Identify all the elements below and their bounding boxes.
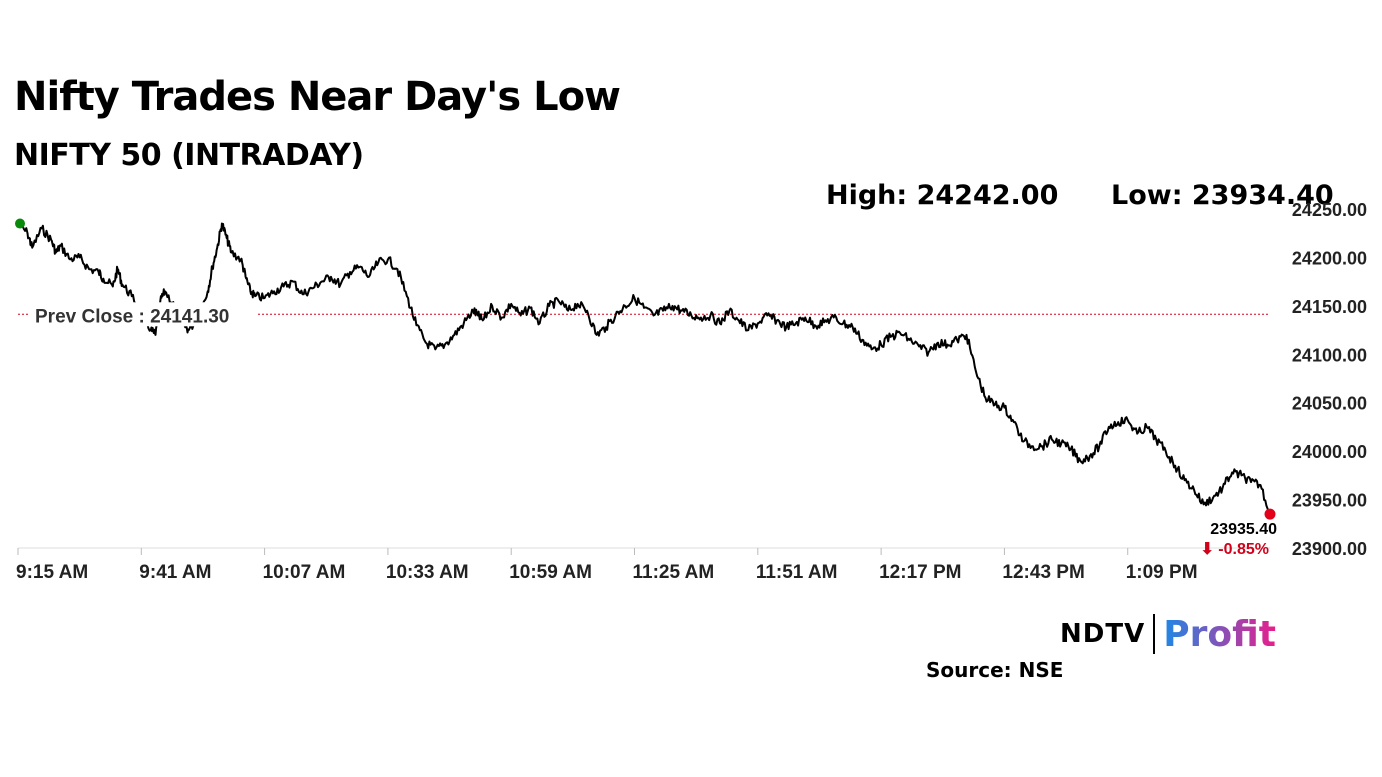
y-tick-label: 23950.00 bbox=[1292, 491, 1367, 511]
x-tick-label: 10:59 AM bbox=[509, 562, 592, 583]
day-low-label: Low: 23934.40 bbox=[1111, 180, 1334, 211]
y-tick-label: 23900.00 bbox=[1292, 539, 1367, 559]
y-tick-label: 24250.00 bbox=[1292, 200, 1367, 220]
start-point-marker bbox=[15, 218, 25, 229]
intraday-chart: 24250.00 24200.00 24150.00 24100.00 24050.00… bbox=[15, 200, 1367, 583]
source-label: Source: NSE bbox=[926, 658, 1064, 682]
x-tick-label: 1:09 PM bbox=[1126, 562, 1198, 583]
x-tick-label: 12:17 PM bbox=[879, 562, 961, 583]
x-tick-label: 11:51 AM bbox=[756, 562, 838, 583]
y-tick-label: 24100.00 bbox=[1292, 345, 1367, 365]
y-tick-label: 24050.00 bbox=[1292, 394, 1367, 414]
x-tick-label: 12:43 PM bbox=[1002, 562, 1084, 583]
y-tick-label: 24200.00 bbox=[1292, 248, 1367, 268]
logo-ndtv-text: NDTV bbox=[1060, 619, 1146, 649]
prev-close-label: Prev Close : 24141.30 bbox=[35, 306, 229, 327]
y-tick-label: 24000.00 bbox=[1292, 442, 1367, 462]
logo-divider bbox=[1153, 614, 1156, 654]
x-tick-label: 9:15 AM bbox=[16, 562, 88, 583]
chart-title: Nifty Trades Near Day's Low bbox=[14, 74, 621, 120]
x-tick-label: 10:07 AM bbox=[263, 562, 346, 583]
x-axis-ticks: 9:15 AM 9:41 AM 10:07 AM 10:33 AM 10:59 AM 11… bbox=[16, 548, 1198, 583]
x-tick-label: 10:33 AM bbox=[386, 562, 469, 583]
day-high-label: High: 24242.00 bbox=[826, 180, 1059, 211]
y-tick-label: 24150.00 bbox=[1292, 297, 1367, 317]
x-tick-label: 9:41 AM bbox=[139, 562, 211, 583]
y-axis-ticks: 24250.00 24200.00 24150.00 24100.00 24050.00… bbox=[1292, 200, 1367, 559]
chart-subtitle: NIFTY 50 (INTRADAY) bbox=[14, 138, 364, 173]
ndtv-profit-logo: NDTV Profit bbox=[1060, 612, 1276, 656]
last-value-label: 23935.40 bbox=[1210, 521, 1277, 538]
price-line bbox=[17, 222, 1271, 515]
end-point-marker bbox=[1264, 508, 1276, 520]
logo-profit-text: Profit bbox=[1163, 613, 1276, 655]
x-tick-label: 11:25 AM bbox=[633, 562, 715, 583]
prev-close-label-bg bbox=[30, 302, 258, 327]
change-percent-label: ⬇ -0.85% bbox=[1200, 541, 1269, 558]
